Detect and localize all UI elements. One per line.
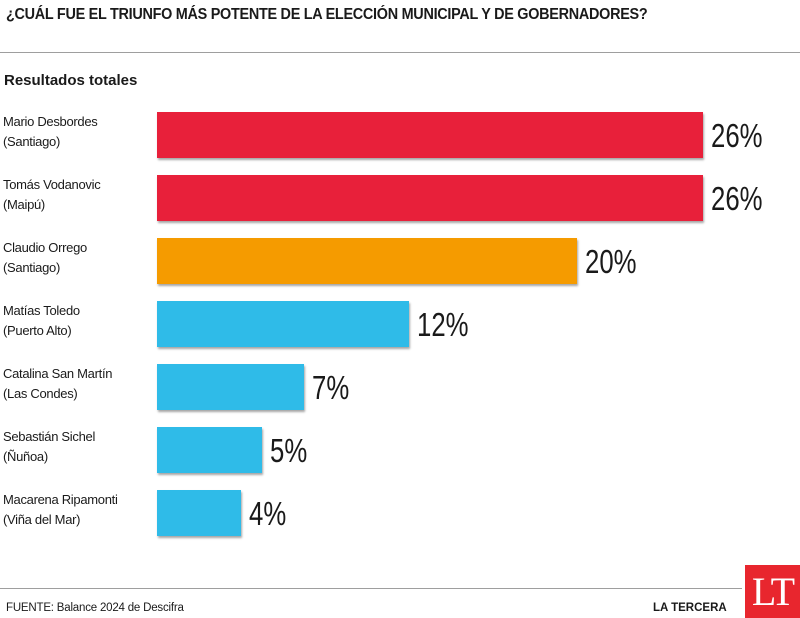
bar-row: Matías Toledo (Puerto Alto) 12% <box>0 301 800 351</box>
brand-name: LA TERCERA <box>653 602 727 614</box>
bar-category-label: Catalina San Martín (Las Condes) <box>3 364 113 404</box>
bar-value-label: 26% <box>711 180 763 217</box>
bar <box>157 112 703 158</box>
bar <box>157 238 577 284</box>
candidate-name: Macarena Ripamonti <box>3 492 118 507</box>
bar-category-label: Macarena Ripamonti (Viña del Mar) <box>3 490 118 530</box>
chart-subtitle: Resultados totales <box>4 72 138 89</box>
top-divider <box>0 52 800 53</box>
candidate-name: Mario Desbordes <box>3 114 98 129</box>
bar <box>157 301 409 347</box>
bar <box>157 364 304 410</box>
candidate-commune: (Maipú) <box>3 197 45 212</box>
bar <box>157 427 262 473</box>
bar <box>157 175 703 221</box>
la-tercera-logo: LT <box>745 565 800 618</box>
bar-value-label: 20% <box>585 243 637 280</box>
candidate-commune: (Las Condes) <box>3 386 78 401</box>
candidate-name: Sebastián Sichel <box>3 429 96 444</box>
candidate-name: Catalina San Martín <box>3 366 113 381</box>
candidate-name: Tomás Vodanovic <box>3 177 101 192</box>
source-note: FUENTE: Balance 2024 de Descifra <box>6 602 184 614</box>
candidate-commune: (Santiago) <box>3 260 60 275</box>
candidate-commune: (Santiago) <box>3 134 60 149</box>
bar-value-label: 5% <box>270 432 308 469</box>
bottom-divider <box>0 588 742 589</box>
bar-category-label: Matías Toledo (Puerto Alto) <box>3 301 80 341</box>
bar-row: Macarena Ripamonti (Viña del Mar) 4% <box>0 490 800 540</box>
candidate-name: Matías Toledo <box>3 303 80 318</box>
candidate-commune: (Ñuñoa) <box>3 449 48 464</box>
bar-row: Mario Desbordes (Santiago) 26% <box>0 112 800 162</box>
bar-row: Tomás Vodanovic (Maipú) 26% <box>0 175 800 225</box>
candidate-commune: (Viña del Mar) <box>3 512 81 527</box>
bar-category-label: Claudio Orrego (Santiago) <box>3 238 87 278</box>
bar-row: Claudio Orrego (Santiago) 20% <box>0 238 800 288</box>
bar-value-label: 12% <box>417 306 469 343</box>
candidate-name: Claudio Orrego <box>3 240 87 255</box>
bar-value-label: 7% <box>312 369 350 406</box>
bar-category-label: Tomás Vodanovic (Maipú) <box>3 175 101 215</box>
bar-value-label: 26% <box>711 117 763 154</box>
bar-value-label: 4% <box>249 495 287 532</box>
bar-category-label: Mario Desbordes (Santiago) <box>3 112 98 152</box>
bar-row: Sebastián Sichel (Ñuñoa) 5% <box>0 427 800 477</box>
chart-title: ¿CUÁL FUE EL TRIUNFO MÁS POTENTE DE LA E… <box>6 6 648 23</box>
candidate-commune: (Puerto Alto) <box>3 323 72 338</box>
bar-row: Catalina San Martín (Las Condes) 7% <box>0 364 800 414</box>
bar <box>157 490 241 536</box>
bar-category-label: Sebastián Sichel (Ñuñoa) <box>3 427 95 467</box>
